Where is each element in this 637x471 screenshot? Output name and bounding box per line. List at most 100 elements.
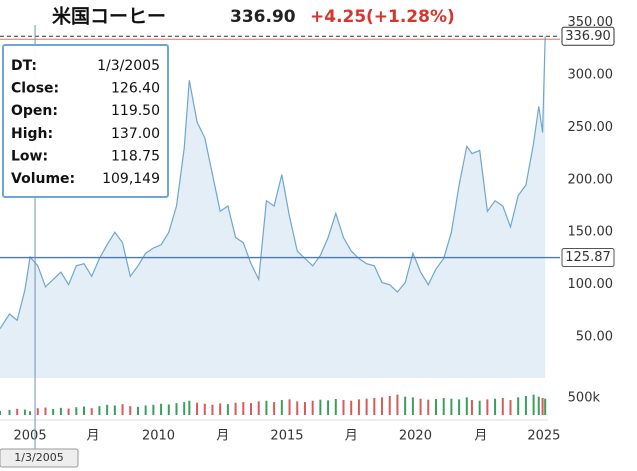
volume-bar xyxy=(203,403,206,415)
tooltip-label: High: xyxy=(11,126,53,142)
y-tick-label: 200.00 xyxy=(568,172,614,187)
volume-bar xyxy=(75,407,78,415)
y2-tick-label: 500k xyxy=(568,391,601,406)
volume-bar xyxy=(44,407,47,415)
volume-bar xyxy=(250,403,253,415)
volume-bar xyxy=(167,404,170,415)
x-tick-label: 2020 xyxy=(399,429,432,444)
volume-bar xyxy=(219,403,222,415)
volume-bar xyxy=(280,400,283,415)
volume-bar xyxy=(478,400,481,415)
price-line xyxy=(0,36,546,330)
volume-bar xyxy=(288,399,291,415)
volume-bar xyxy=(486,399,489,415)
tooltip xyxy=(2,44,169,198)
volume-bar xyxy=(365,398,368,415)
volume-bar xyxy=(396,394,399,415)
volume-bar xyxy=(16,408,19,415)
last-price-label: 336.90 xyxy=(565,29,611,44)
price-area xyxy=(0,36,546,379)
volume-bar xyxy=(52,408,55,415)
tooltip-label: DT: xyxy=(11,58,37,74)
volume-bar xyxy=(509,400,512,415)
volume-bar xyxy=(183,402,186,415)
volume-bar xyxy=(211,404,214,415)
price-change: +4.25 xyxy=(310,7,366,27)
volume-bar xyxy=(442,398,445,415)
y-tick-label: 100.00 xyxy=(568,277,614,292)
volume-bar xyxy=(136,406,139,415)
volume-bar xyxy=(319,399,322,415)
volume-bar xyxy=(160,403,163,415)
volume-bar xyxy=(427,399,430,415)
x-tick-label: 2025 xyxy=(527,429,560,444)
volume-bar xyxy=(524,395,527,415)
volume-bar xyxy=(265,400,268,415)
volume-bar xyxy=(98,406,101,415)
volume-bar xyxy=(0,410,1,415)
volume-bar xyxy=(470,400,473,415)
volume-bar xyxy=(257,401,260,415)
volume-bar xyxy=(311,400,314,415)
volume-bar xyxy=(501,398,504,415)
x-tick-label: 月 xyxy=(474,429,487,444)
tooltip-value: 126.40 xyxy=(111,81,160,97)
volume-bar xyxy=(388,395,391,415)
volume-bar xyxy=(29,411,32,415)
volume-bar xyxy=(226,404,229,415)
volume-bar xyxy=(342,400,345,415)
volume-bar xyxy=(36,408,39,415)
volume-bar xyxy=(404,396,407,415)
volume-bar xyxy=(23,409,26,415)
volume-bar xyxy=(334,399,337,415)
volume-bar xyxy=(175,403,178,415)
volume-bar xyxy=(67,408,70,415)
x-tick-label: 2010 xyxy=(142,429,175,444)
volume-bar xyxy=(121,404,124,415)
volume-bar xyxy=(532,394,535,415)
volume-bar xyxy=(303,402,306,415)
volume-bar xyxy=(411,397,414,415)
volume-bar xyxy=(144,405,147,415)
last-price: 336.90 xyxy=(230,7,296,27)
volume-bar xyxy=(458,399,461,415)
y-tick-label: 50.00 xyxy=(576,330,613,345)
volume-bar xyxy=(196,402,199,415)
volume-bar xyxy=(537,396,540,415)
volume-bar xyxy=(152,404,155,415)
x-tick-label: 月 xyxy=(345,429,358,444)
last-price-box xyxy=(561,26,615,46)
volume-bar xyxy=(113,405,116,415)
tooltip-value: 137.00 xyxy=(111,126,160,142)
volume-bar xyxy=(419,398,422,415)
volume-bar xyxy=(296,401,299,415)
chart-title: 米国コーヒー xyxy=(52,5,166,28)
tooltip-label: Close: xyxy=(11,81,59,97)
volume-bar xyxy=(450,398,453,415)
x-tick-label: 月 xyxy=(216,429,229,444)
volume-bar xyxy=(106,404,109,415)
x-tick-label: 2015 xyxy=(270,429,303,444)
volume-bar xyxy=(434,399,437,415)
volume-bar xyxy=(188,400,191,415)
x-tick-label: 2005 xyxy=(14,429,47,444)
volume-bar xyxy=(517,397,520,415)
crosshair-x-label: 1/3/2005 xyxy=(14,451,63,464)
tooltip-label: Low: xyxy=(11,148,48,164)
volume-bar xyxy=(544,398,547,415)
volume-bar xyxy=(90,408,93,415)
volume-bar xyxy=(242,402,245,415)
volume-bar xyxy=(83,406,86,415)
volume-bar xyxy=(350,400,353,415)
volume-bar xyxy=(273,402,276,415)
volume-bar xyxy=(465,397,468,415)
volume-bar xyxy=(129,406,132,415)
volume-bar xyxy=(373,398,376,415)
volume-bar xyxy=(327,400,330,415)
y-tick-label: 300.00 xyxy=(568,67,614,82)
tooltip-label: Volume: xyxy=(11,171,75,187)
tooltip-value: 119.50 xyxy=(111,103,160,119)
volume-bar xyxy=(357,399,360,415)
volume-bar xyxy=(381,397,384,415)
